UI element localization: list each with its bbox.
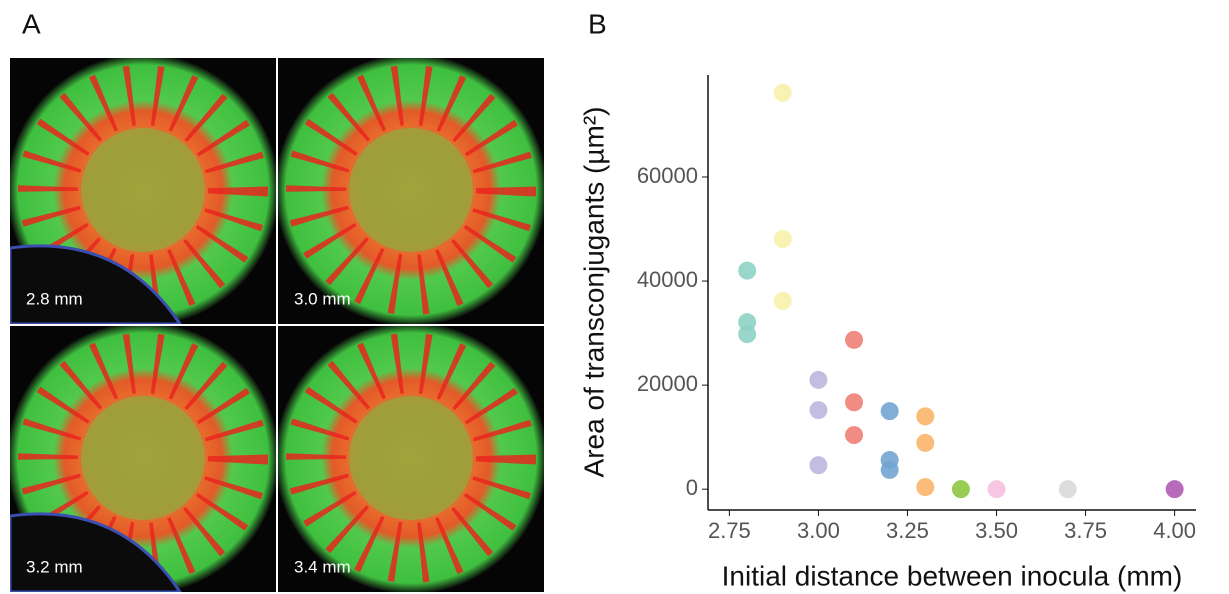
point [774,84,792,102]
point [774,292,792,310]
x-tick-label: 3.00 [797,518,840,543]
colony-core [81,396,205,520]
point [881,402,899,420]
figure: A B 2.8 mm 3.0 mm 3.2 mm 3.4 mm 0 20000 40000… [0,0,1229,594]
colony-core [349,396,473,520]
colony-image [7,322,279,594]
image-label: 3.0 mm [294,289,351,308]
point [1166,480,1184,498]
x-tick-label: 2.75 [708,518,751,543]
y-axis-title: Area of transconjugants (µm²) [578,107,609,478]
point [774,230,792,248]
point [738,262,756,280]
image-grid: 2.8 mm 3.0 mm 3.2 mm 3.4 mm [7,54,547,594]
colony-core [349,128,473,252]
y-tick-label: 40000 [637,267,698,292]
point [916,478,934,496]
x-tick-label: 3.75 [1064,518,1107,543]
point [952,480,970,498]
x-tick-label: 4.00 [1153,518,1196,543]
point [809,371,827,389]
image-label: 2.8 mm [26,289,83,308]
point [845,393,863,411]
image-label: 3.4 mm [294,557,351,576]
point [845,331,863,349]
point [809,456,827,474]
x-axis-title: Initial distance between inocula (mm) [722,560,1183,591]
panel-label: A [22,8,41,39]
point [1059,480,1077,498]
point [916,434,934,452]
y-tick-label: 0 [686,475,698,500]
colony-image [275,54,547,326]
image-label: 3.2 mm [26,557,83,576]
colony-image [275,322,547,594]
x-tick-label: 3.50 [975,518,1018,543]
point [881,461,899,479]
colony-image [7,54,279,326]
x-tick-label: 3.25 [886,518,929,543]
point [809,401,827,419]
point [988,480,1006,498]
scatter-plot: 0 20000 40000 60000 2.75 3.00 3.25 3.50 3.75 4.00… [578,75,1196,591]
y-tick-label: 20000 [637,371,698,396]
panel-label: B [588,8,607,39]
point [738,325,756,343]
colony-core [81,128,205,252]
y-tick-label: 60000 [637,163,698,188]
point [916,407,934,425]
point [845,426,863,444]
